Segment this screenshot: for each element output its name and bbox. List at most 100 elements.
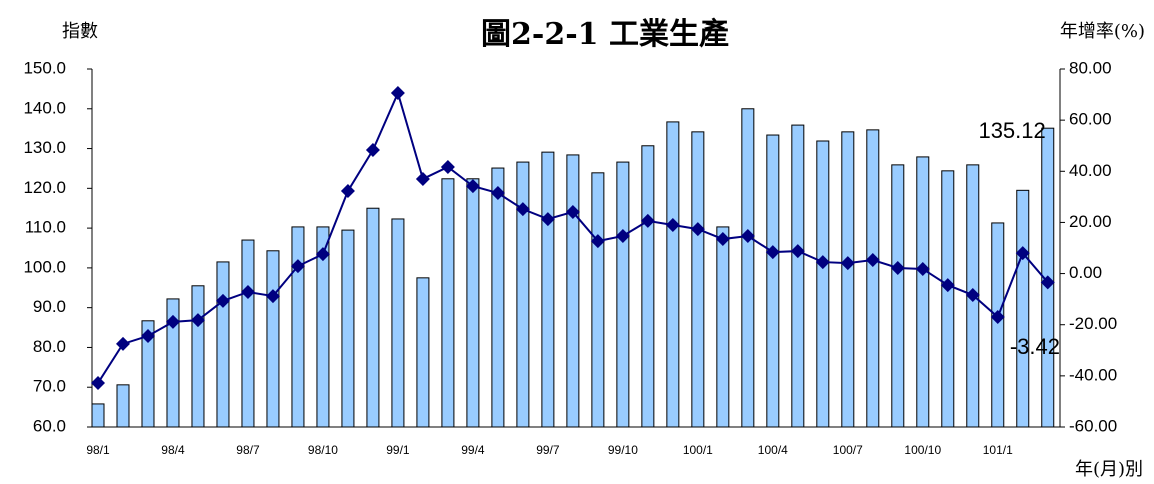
x-tick-label: 98/1: [86, 443, 110, 457]
bar: [266, 250, 280, 428]
bar: [141, 320, 155, 428]
bar: [391, 218, 405, 428]
bar: [716, 226, 730, 428]
y-tick-label: 90.0: [33, 297, 66, 316]
marker: [240, 284, 255, 299]
bar: [891, 164, 905, 428]
bar: [991, 222, 1005, 428]
marker: [940, 278, 955, 293]
y-tick-label: 120.0: [23, 178, 66, 197]
bar: [91, 403, 105, 428]
data-label: -3.42: [1010, 334, 1060, 359]
y-tick-label: 130.0: [23, 138, 66, 157]
marker: [340, 183, 355, 198]
marker: [915, 261, 930, 276]
x-tick-label: 99/7: [536, 443, 560, 457]
marker: [390, 86, 405, 101]
x-tick-label: 98/4: [161, 443, 185, 457]
y2-tick-label: 20.00: [1069, 212, 1112, 231]
bar: [591, 172, 605, 428]
marker: [890, 260, 905, 275]
x-tick-label: 100/10: [904, 443, 941, 457]
marker: [440, 159, 455, 174]
bar: [666, 121, 680, 428]
marker: [315, 247, 330, 262]
marker: [690, 222, 705, 237]
marker: [290, 259, 305, 274]
marker: [840, 256, 855, 271]
y2-tick-label: -40.00: [1069, 365, 1117, 384]
bar: [841, 131, 855, 428]
marker: [615, 228, 630, 243]
marker: [790, 244, 805, 259]
marker: [415, 171, 430, 186]
bar: [366, 207, 380, 428]
marker: [515, 202, 530, 217]
bar: [791, 124, 805, 428]
marker: [115, 336, 130, 351]
y-tick-label: 70.0: [33, 377, 66, 396]
bar: [691, 131, 705, 428]
y2-axis-title: 年增率(%): [1060, 21, 1145, 42]
marker: [165, 314, 180, 329]
y-tick-label: 110.0: [25, 218, 66, 237]
y2-tick-label: -20.00: [1069, 314, 1117, 333]
marker: [965, 288, 980, 303]
marker: [1040, 275, 1055, 290]
bar: [166, 298, 180, 428]
y2-tick-label: 40.00: [1069, 161, 1112, 180]
y2-tick-label: 80.00: [1069, 58, 1112, 77]
marker: [265, 289, 280, 304]
x-tick-label: 98/10: [308, 443, 338, 457]
y2-tick-label: 60.00: [1069, 110, 1112, 129]
x-tick-label: 99/1: [386, 443, 410, 457]
y2-tick-label: 0.00: [1069, 263, 1102, 282]
bar: [741, 108, 755, 428]
marker: [640, 213, 655, 228]
y-tick-label: 80.0: [33, 337, 66, 356]
bar: [541, 151, 555, 428]
x-tick-label: 100/1: [683, 443, 713, 457]
bar: [116, 384, 130, 428]
marker: [815, 255, 830, 270]
bar: [466, 178, 480, 428]
bar: [316, 226, 330, 428]
bar: [191, 285, 205, 428]
marker: [215, 293, 230, 308]
marker: [140, 328, 155, 343]
bar: [216, 261, 230, 428]
y-tick-label: 150.0: [23, 58, 66, 77]
marker: [465, 179, 480, 194]
x-tick-label: 99/10: [608, 443, 638, 457]
x-axis-title: 年(月)別: [1075, 459, 1143, 480]
bar: [291, 226, 305, 428]
bar: [616, 161, 630, 428]
bar: [566, 154, 580, 428]
x-tick-label: 98/7: [236, 443, 260, 457]
bar: [516, 161, 530, 428]
bar: [1016, 189, 1030, 428]
x-tick-label: 101/1: [983, 443, 1013, 457]
bar: [491, 167, 505, 428]
bar: [766, 134, 780, 428]
data-label: 135.12: [978, 118, 1045, 143]
marker: [990, 310, 1005, 325]
y-tick-label: 60.0: [33, 416, 66, 435]
bar: [641, 145, 655, 428]
bar: [441, 178, 455, 428]
x-tick-label: 100/7: [833, 443, 863, 457]
bar: [816, 140, 830, 428]
bar: [941, 170, 955, 428]
marker: [565, 204, 580, 219]
y2-tick-label: -60.00: [1069, 416, 1117, 435]
marker: [765, 245, 780, 260]
chart-title: 圖2-2-1 工業生產: [481, 17, 729, 52]
x-tick-label: 99/4: [461, 443, 485, 457]
marker: [665, 217, 680, 232]
y-tick-label: 100.0: [23, 257, 66, 276]
marker: [715, 232, 730, 247]
marker: [490, 186, 505, 201]
marker: [190, 313, 205, 328]
